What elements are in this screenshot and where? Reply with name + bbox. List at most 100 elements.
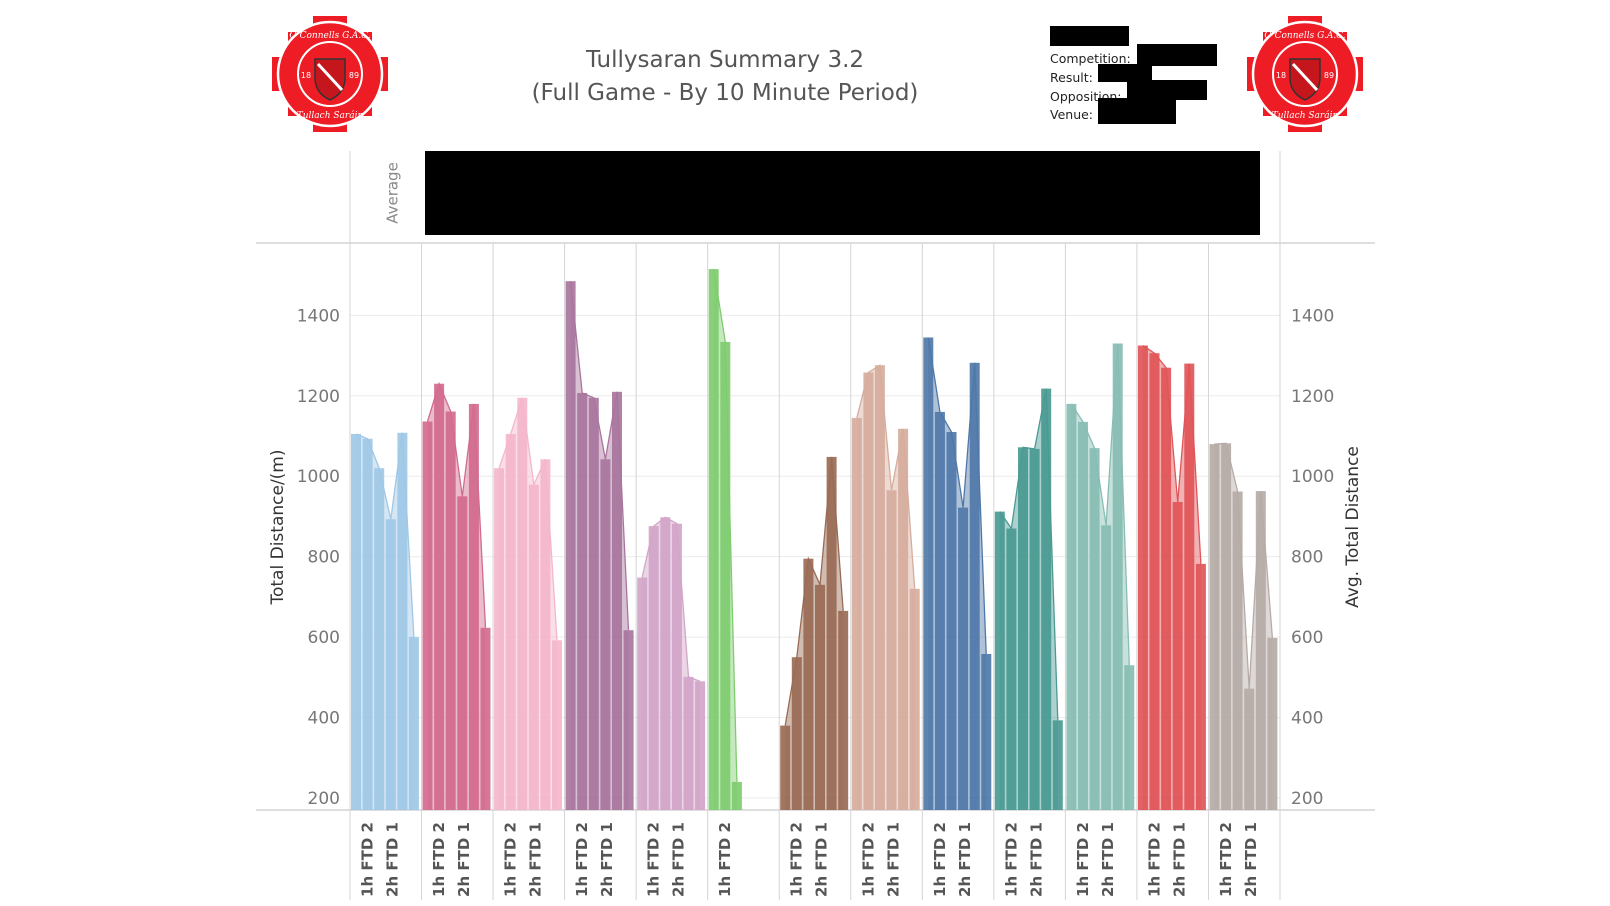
svg-text:89: 89 xyxy=(1324,71,1334,80)
bar xyxy=(494,468,505,810)
bar xyxy=(648,526,659,810)
bar xyxy=(1041,388,1052,810)
area-outline xyxy=(713,268,738,782)
bar xyxy=(969,362,980,810)
bar xyxy=(1052,720,1063,810)
bar xyxy=(683,676,694,810)
bar xyxy=(385,519,396,810)
y-tick-label-left: 1000 xyxy=(297,467,340,487)
bar xyxy=(815,584,825,810)
bar xyxy=(695,681,706,810)
bar xyxy=(612,391,622,810)
bar xyxy=(552,640,562,810)
x-tick-label: 2h FTD 1 xyxy=(813,822,831,897)
bar xyxy=(851,417,862,810)
bar xyxy=(1149,353,1160,810)
venue-label: Venue: xyxy=(1050,107,1094,123)
area-outline xyxy=(1142,344,1202,564)
bar xyxy=(457,496,468,810)
bar xyxy=(1078,421,1088,810)
area-outline xyxy=(641,516,701,682)
redaction-box xyxy=(425,151,1260,235)
x-tick-label: 1h FTD 2 xyxy=(1002,822,1020,897)
average-area xyxy=(1142,345,1201,810)
bar xyxy=(708,269,719,811)
svg-text:Tullach Saráin: Tullach Saráin xyxy=(297,110,364,121)
y-tick-label-right: 200 xyxy=(1291,789,1323,809)
bar xyxy=(623,630,634,810)
x-tick-label: 2h FTD 1 xyxy=(1170,822,1188,897)
redaction-box xyxy=(1137,44,1217,66)
bar xyxy=(1244,688,1255,810)
bar xyxy=(434,383,445,810)
bar xyxy=(1232,491,1243,810)
bar xyxy=(362,438,373,810)
x-tick-label: 1h FTD 2 xyxy=(716,822,734,897)
average-area xyxy=(642,517,701,810)
bar xyxy=(588,397,599,810)
bar xyxy=(934,411,945,810)
x-tick-label: 2h FTD 1 xyxy=(455,822,473,897)
bar xyxy=(958,507,969,810)
bar xyxy=(898,428,909,810)
bar xyxy=(565,281,576,810)
bar xyxy=(1195,563,1206,810)
average-area xyxy=(928,337,987,810)
x-tick-label: 1h FTD 2 xyxy=(859,822,877,897)
club-crest-logo-right: O Connells G.A.C. 18 89 Tullach Saráin xyxy=(1247,16,1363,132)
redaction-box xyxy=(1098,98,1176,124)
x-tick-label: 2h FTD 1 xyxy=(1099,822,1117,897)
bar xyxy=(374,468,385,810)
bar xyxy=(946,432,957,810)
bar xyxy=(468,403,479,810)
average-area xyxy=(856,365,915,810)
y-tick-label-right: 800 xyxy=(1291,548,1323,568)
area-outline xyxy=(569,281,630,631)
y-tick-label-left: 1400 xyxy=(297,306,340,326)
bar xyxy=(505,434,516,810)
average-area xyxy=(1214,443,1273,810)
bar xyxy=(1172,502,1183,810)
chart-title-line2: (Full Game - By 10 Minute Period) xyxy=(531,80,919,106)
x-tick-label: 2h FTD 1 xyxy=(670,822,688,897)
bar xyxy=(1101,525,1112,810)
result-label: Result: xyxy=(1050,69,1093,85)
y-axis-title-right: Avg. Total Distance xyxy=(1343,446,1363,608)
bar xyxy=(874,365,885,810)
bar xyxy=(422,421,433,810)
svg-text:18: 18 xyxy=(301,71,311,80)
x-tick-label: 1h FTD 2 xyxy=(788,822,806,897)
x-tick-label: 2h FTD 1 xyxy=(1242,822,1260,897)
y-tick-label-right: 1400 xyxy=(1291,306,1334,326)
chart-title-line1: Tullysaran Summary 3.2 xyxy=(585,47,865,73)
bar xyxy=(1112,343,1123,810)
x-tick-label: 1h FTD 2 xyxy=(1217,822,1235,897)
bar xyxy=(981,654,992,810)
y-tick-label-right: 1200 xyxy=(1291,387,1334,407)
area-outline xyxy=(498,397,558,641)
area-outline xyxy=(927,337,987,655)
bar xyxy=(1018,447,1028,810)
bar xyxy=(1255,491,1266,810)
club-crest-logo-left: O Connells G.A.C. 18 89 Tullach Saráin xyxy=(272,16,388,132)
bar xyxy=(397,432,408,810)
x-tick-label: 1h FTD 2 xyxy=(573,822,591,897)
y-axis-title-left: Total Distance/(m) xyxy=(268,450,288,606)
average-area xyxy=(570,281,629,810)
bar xyxy=(838,610,849,810)
bar xyxy=(351,434,361,810)
x-tick-label: 1h FTD 2 xyxy=(359,822,377,897)
average-area xyxy=(356,432,414,810)
bar xyxy=(445,411,456,810)
x-tick-label: 2h FTD 1 xyxy=(598,822,616,897)
average-area xyxy=(427,383,486,810)
x-tick-label: 2h FTD 1 xyxy=(1027,822,1045,897)
x-tick-label: 1h FTD 2 xyxy=(1145,822,1163,897)
bar xyxy=(408,637,419,810)
bar xyxy=(671,523,682,810)
x-tick-label: 1h FTD 2 xyxy=(430,822,448,897)
bar xyxy=(886,490,897,810)
bar xyxy=(863,372,874,810)
average-area xyxy=(499,397,557,810)
bar xyxy=(1221,443,1232,810)
